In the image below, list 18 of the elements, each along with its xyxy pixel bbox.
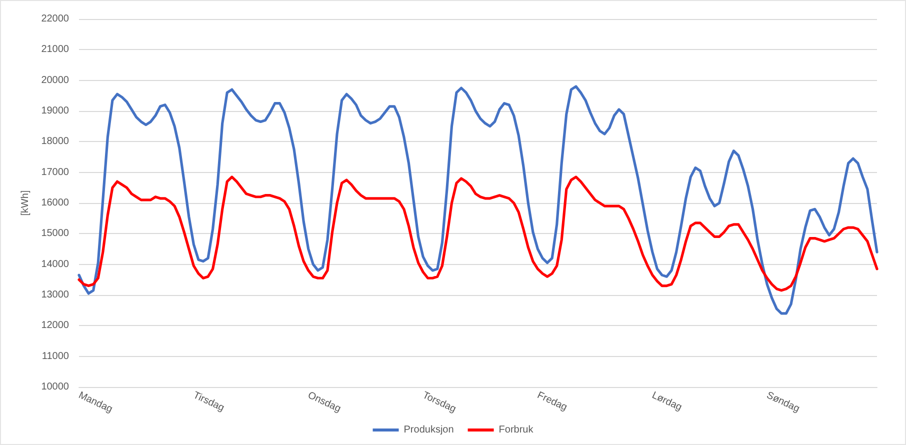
y-tick-label: 14000 (41, 258, 70, 270)
y-tick-label: 17000 (41, 166, 70, 178)
y-axis-title: [kWh] (20, 190, 31, 216)
y-tick-label: 15000 (41, 228, 70, 240)
y-tick-label: 10000 (41, 382, 70, 392)
legend-label: Produksjon (404, 424, 454, 436)
line-series (78, 176, 878, 292)
y-tick-label: 21000 (41, 44, 70, 56)
y-tick-label: 16000 (41, 198, 70, 208)
y-tick-label: 11000 (42, 350, 70, 362)
y-tick-label: 18000 (41, 136, 70, 148)
y-tick-label: 12000 (41, 320, 70, 332)
line-series (78, 85, 878, 315)
y-tick-label: 22000 (41, 14, 70, 24)
y-tick-label: 20000 (41, 74, 70, 86)
y-tick-label: 19000 (41, 106, 70, 116)
legend-label: Forbruk (498, 424, 534, 436)
y-tick-label: 13000 (41, 290, 70, 300)
